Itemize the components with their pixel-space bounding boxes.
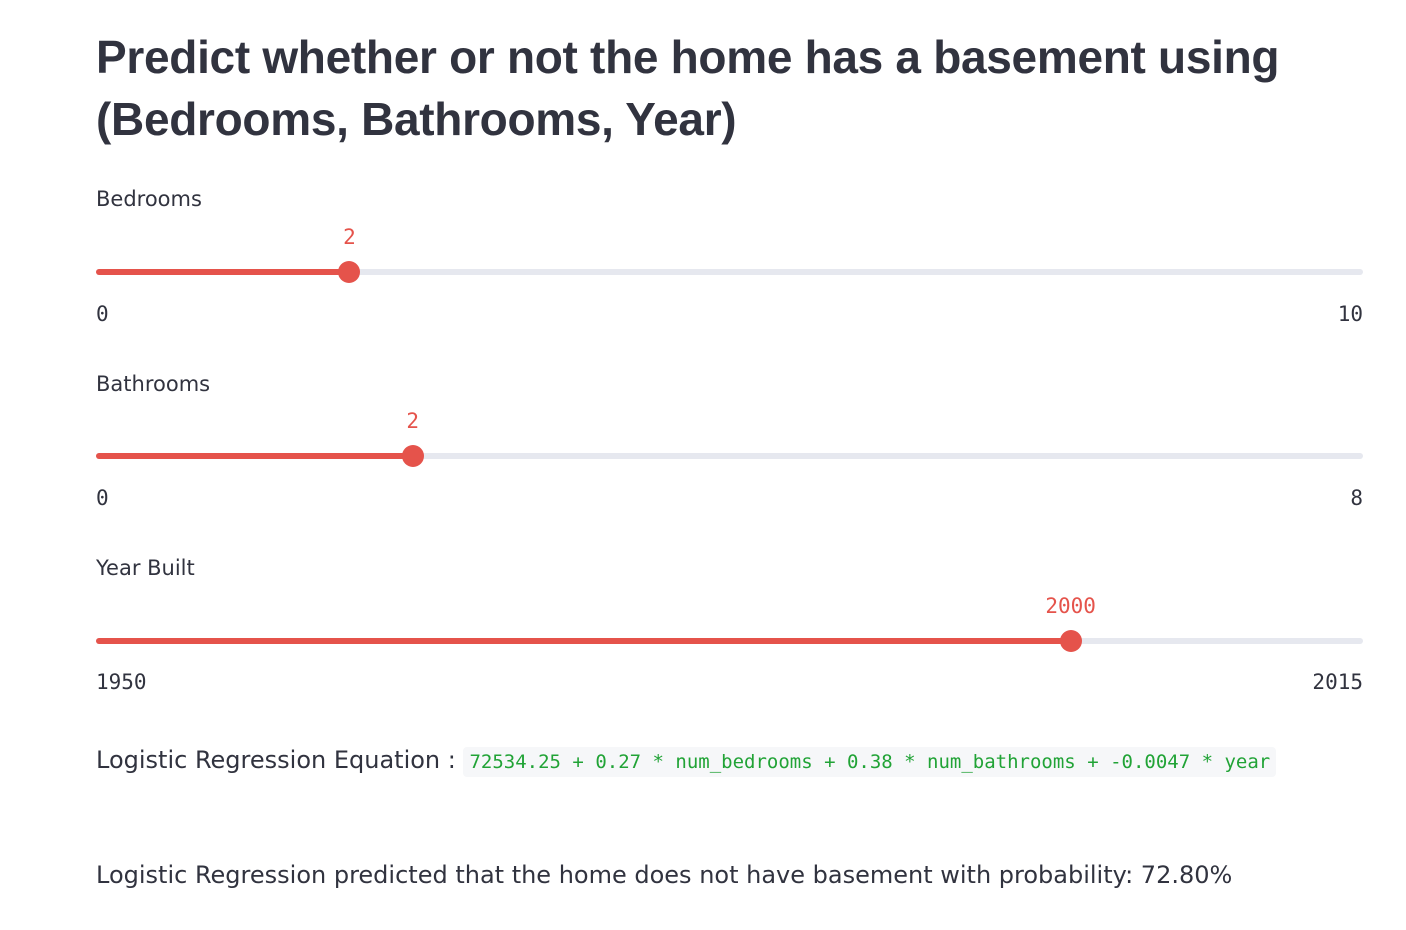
bathrooms-label: Bathrooms [96, 372, 211, 396]
bedrooms-slider[interactable]: 2 [96, 225, 1363, 283]
year-built-label: Year Built [96, 556, 195, 580]
bedrooms-slider-fill [96, 269, 350, 275]
bathrooms-min-label: 0 [96, 486, 109, 510]
equation-line: Logistic Regression Equation : 72534.25 … [96, 736, 1326, 786]
year-built-slider[interactable]: 2000 [96, 594, 1363, 652]
bedrooms-max-label: 10 [1337, 302, 1363, 326]
bathrooms-slider-value: 2 [406, 409, 420, 433]
bedrooms-label: Bedrooms [96, 187, 202, 211]
bathrooms-slider[interactable]: 2 [96, 409, 1363, 467]
bathrooms-max-label: 8 [1350, 486, 1363, 510]
equation-label: Logistic Regression Equation : [96, 746, 464, 774]
year-built-slider-thumb[interactable] [1059, 630, 1082, 652]
page-title: Predict whether or not the home has a ba… [96, 31, 1280, 145]
equation-code: 72534.25 + 0.27 * num_bedrooms + 0.38 * … [463, 747, 1277, 777]
year-built-slider-fill [96, 638, 1071, 644]
year-built-slider-value: 2000 [1045, 594, 1096, 618]
bedrooms-min-label: 0 [96, 302, 109, 326]
bedrooms-slider-thumb[interactable] [338, 261, 361, 283]
bedrooms-slider-value: 2 [343, 225, 356, 249]
bathrooms-slider-thumb[interactable] [401, 445, 424, 467]
prediction-text: Logistic Regression predicted that the h… [96, 861, 1233, 889]
bathrooms-slider-fill [96, 453, 413, 459]
year-built-max-label: 2015 [1312, 670, 1363, 694]
year-built-min-label: 1950 [96, 670, 147, 694]
